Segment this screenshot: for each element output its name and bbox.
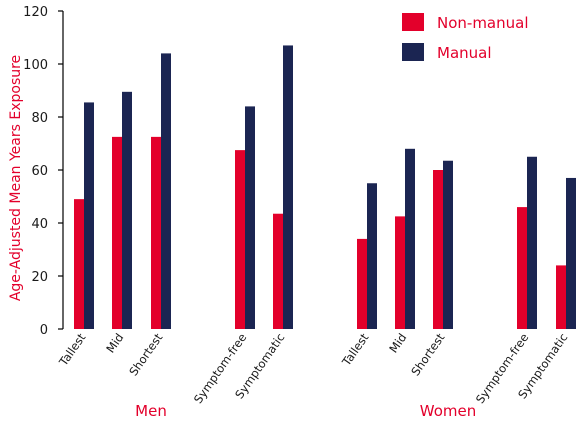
bar-manual	[527, 156, 537, 329]
category-label: Tallest	[56, 330, 89, 369]
bar-manual	[161, 53, 171, 330]
y-tick-label: 80	[31, 111, 48, 126]
bar-non-manual	[235, 150, 245, 329]
bar-manual	[443, 160, 453, 329]
bar-manual	[566, 177, 576, 329]
bar-manual	[283, 45, 293, 329]
group-labels: Men Women	[135, 402, 476, 420]
y-tick-label: 60	[31, 164, 48, 179]
group-label-women: Women	[420, 402, 476, 420]
bar-non-manual	[273, 213, 283, 329]
bar-non-manual	[517, 207, 527, 329]
group-label-men: Men	[135, 402, 167, 420]
bar-non-manual	[112, 136, 122, 329]
y-axis-ticks: 0 20 40 60 80 100 120	[23, 5, 63, 338]
y-tick-label: 20	[31, 270, 48, 285]
legend-label: Non-manual	[437, 14, 529, 32]
bar-manual	[245, 106, 255, 330]
legend: Non-manual Manual	[402, 13, 529, 62]
bar-manual	[367, 183, 377, 329]
bar-non-manual	[433, 170, 443, 329]
bar-manual	[122, 91, 132, 329]
bar-manual	[405, 148, 415, 329]
legend-swatch	[402, 43, 424, 61]
category-labels: Tallest Mid Shortest Symptom-freeSymptomati…	[56, 330, 571, 406]
category-label: Mid	[386, 331, 409, 356]
legend-label: Manual	[437, 44, 492, 62]
y-tick-label: 40	[31, 217, 48, 232]
category-label: Mid	[103, 331, 126, 356]
category-label: Tallest	[339, 330, 372, 369]
y-tick-label: 100	[23, 58, 48, 73]
bar-non-manual	[395, 216, 405, 329]
y-tick-label: 120	[23, 5, 48, 20]
y-axis-label: Age-Adjusted Mean Years Exposure	[8, 55, 24, 301]
bar-non-manual	[357, 238, 367, 329]
bars-layer	[74, 45, 576, 330]
bar-non-manual	[556, 265, 566, 329]
bar-non-manual	[151, 136, 161, 329]
bar-non-manual	[74, 199, 84, 329]
category-label: Shortest	[126, 330, 166, 378]
y-tick-label: 0	[40, 323, 48, 338]
bar-manual	[84, 102, 94, 329]
legend-swatch	[402, 13, 424, 31]
category-label: Shortest	[408, 330, 448, 378]
